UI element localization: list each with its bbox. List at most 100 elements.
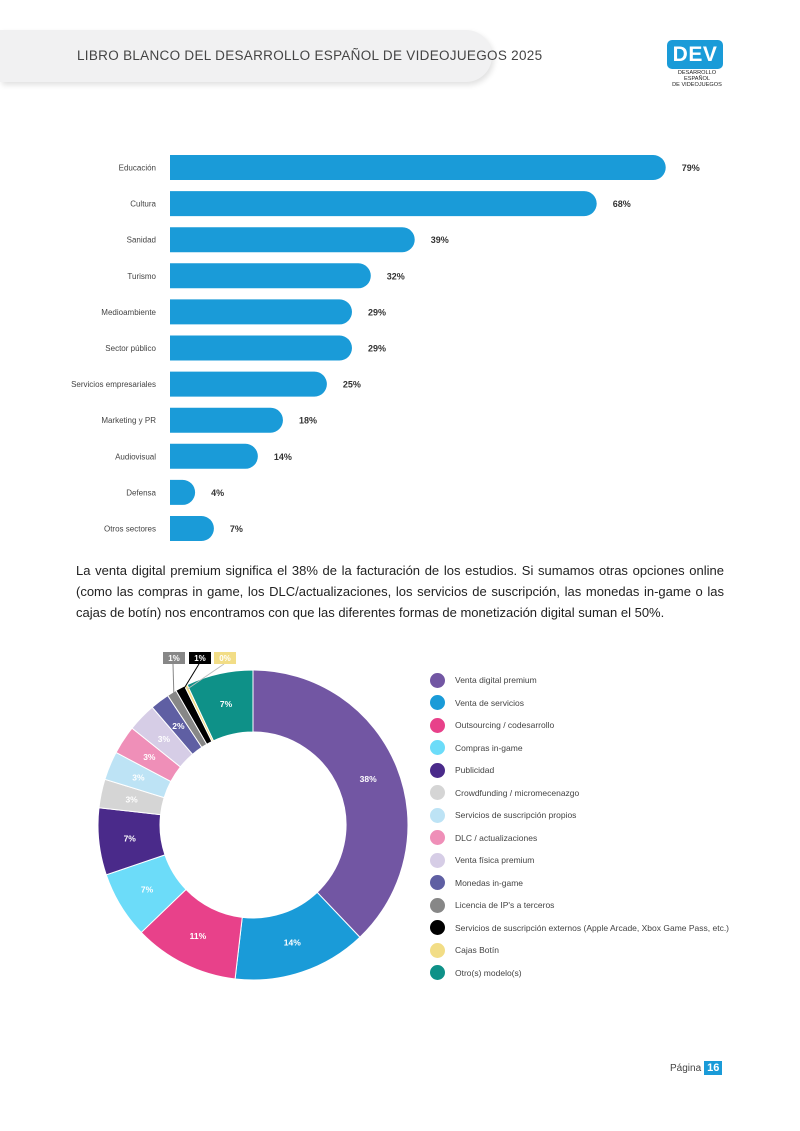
callout-box xyxy=(189,652,211,664)
slice-label: 2% xyxy=(172,721,185,731)
value-label: 29% xyxy=(368,344,386,354)
callout-line xyxy=(187,663,225,690)
legend-swatch xyxy=(430,965,445,980)
category-label: Sanidad xyxy=(127,236,156,245)
category-label: Otros sectores xyxy=(104,525,156,534)
category-label: Medioambiente xyxy=(101,308,156,317)
legend-swatch xyxy=(430,785,445,800)
value-label: 29% xyxy=(368,307,386,317)
page-number: Página 16 xyxy=(670,1061,723,1075)
category-label: Educación xyxy=(119,164,156,173)
value-label: 18% xyxy=(299,416,317,426)
legend-swatch xyxy=(430,695,445,710)
legend-label: Cajas Botín xyxy=(455,945,499,955)
value-label: 4% xyxy=(211,488,224,498)
page-title: LIBRO BLANCO DEL DESARROLLO ESPAÑOL DE V… xyxy=(77,48,543,63)
legend-item: Licencia de IP's a terceros xyxy=(430,895,554,915)
legend-swatch xyxy=(430,762,445,778)
legend-swatch xyxy=(430,807,445,823)
legend-swatch xyxy=(430,717,445,733)
legend-swatch xyxy=(430,852,445,868)
legend-swatch xyxy=(430,920,445,935)
legend-label: Monedas in-game xyxy=(455,877,524,888)
bar xyxy=(170,443,258,469)
callout-line xyxy=(172,663,175,697)
legend-item: Servicios de suscripción externos (Apple… xyxy=(430,918,729,938)
legend-label: Publicidad xyxy=(455,765,495,775)
bar xyxy=(170,155,666,180)
slice-label: 7% xyxy=(141,884,154,894)
bar xyxy=(170,407,283,433)
logo-line-1: DESARROLLO ESPAÑOL xyxy=(677,70,717,82)
legend-label: Crowdfunding / micromecenazgo xyxy=(455,787,580,798)
slice-label: 3% xyxy=(132,773,145,783)
legend-swatch xyxy=(430,875,445,890)
legend-item: Venta de servicios xyxy=(430,693,524,713)
bar xyxy=(170,479,196,505)
bar xyxy=(170,299,352,325)
slice-label: 38% xyxy=(360,774,377,784)
slice-label: 3% xyxy=(143,752,156,762)
logo-line-2: DE VIDEOJUEGOS xyxy=(672,82,722,88)
value-label: 39% xyxy=(431,235,449,245)
legend-item: Outsourcing / codesarrollo xyxy=(430,715,554,735)
legend-item: Venta física premium xyxy=(430,850,534,870)
legend-label: Servicios de suscripción externos (Apple… xyxy=(455,922,730,933)
sector-bar-chart: Educación 79% Cultura 68% Sanidad 39% Turismo 3… xyxy=(71,155,700,541)
donut-slice xyxy=(186,669,254,742)
value-label: 25% xyxy=(343,380,361,390)
page-number-box: 16 xyxy=(704,1061,723,1075)
legend-item: Crowdfunding / micromecenazgo xyxy=(430,783,579,803)
legend-label: Venta física premium xyxy=(455,855,535,865)
legend-swatch xyxy=(430,740,445,755)
legend-label: Servicios de suscripción propios xyxy=(455,810,577,820)
callout-label: 1% xyxy=(168,654,180,663)
legend-label: Licencia de IP's a terceros xyxy=(455,900,555,910)
legend-label: Outsourcing / codesarrollo xyxy=(455,720,555,730)
slice-label: 14% xyxy=(284,938,301,948)
legend-swatch xyxy=(430,942,445,958)
slice-label: 11% xyxy=(190,931,207,941)
bar xyxy=(170,263,371,289)
bar xyxy=(170,335,352,361)
body-paragraph: La venta digital premium significa el 38… xyxy=(76,563,724,620)
header-band xyxy=(0,30,492,82)
legend-label: DLC / actualizaciones xyxy=(455,832,538,843)
category-label: Servicios empresariales xyxy=(71,380,156,389)
bar xyxy=(170,191,597,217)
legend-label: Otro(s) modelo(s) xyxy=(455,967,522,978)
brand-logo: DEV DESARROLLO ESPAÑOL DE VIDEOJUEGOS xyxy=(667,40,725,88)
callout-label: 1% xyxy=(194,654,206,663)
legend-swatch xyxy=(430,830,445,845)
value-label: 7% xyxy=(230,524,243,534)
legend-item: Monedas in-game xyxy=(430,873,523,893)
slice-label: 7% xyxy=(124,833,137,843)
legend-label: Compras in-game xyxy=(455,742,523,753)
category-label: Audiovisual xyxy=(115,452,156,461)
callout-box xyxy=(214,652,236,664)
callout-label: 0% xyxy=(219,654,231,663)
revenue-donut-chart: 38%14%11%7%7%3%3%3%3%2%7%1% 1% 0% xyxy=(97,652,409,981)
category-label: Sector público xyxy=(105,344,156,353)
bar xyxy=(170,516,214,541)
bar xyxy=(170,227,415,253)
legend-item: Cajas Botín xyxy=(430,940,499,960)
value-label: 79% xyxy=(682,163,700,173)
category-label: Marketing y PR xyxy=(101,416,156,425)
legend-item: Venta digital premium xyxy=(430,670,537,690)
donut-slice xyxy=(252,669,409,938)
logo-subtitle: DESARROLLO ESPAÑOL DE VIDEOJUEGOS xyxy=(667,70,727,88)
value-label: 32% xyxy=(387,271,405,281)
legend-item: Compras in-game xyxy=(430,738,523,758)
slice-label: 3% xyxy=(125,795,138,805)
legend-swatch xyxy=(430,672,445,688)
legend-item: DLC / actualizaciones xyxy=(430,828,537,848)
legend-item: Publicidad xyxy=(430,760,494,780)
value-label: 68% xyxy=(613,199,631,209)
value-label: 14% xyxy=(274,452,292,462)
callout-line xyxy=(181,663,200,692)
logo-mark: DEV xyxy=(667,40,723,69)
callout-box xyxy=(163,652,185,664)
category-label: Turismo xyxy=(127,272,156,281)
page-label: Página xyxy=(670,1062,702,1074)
